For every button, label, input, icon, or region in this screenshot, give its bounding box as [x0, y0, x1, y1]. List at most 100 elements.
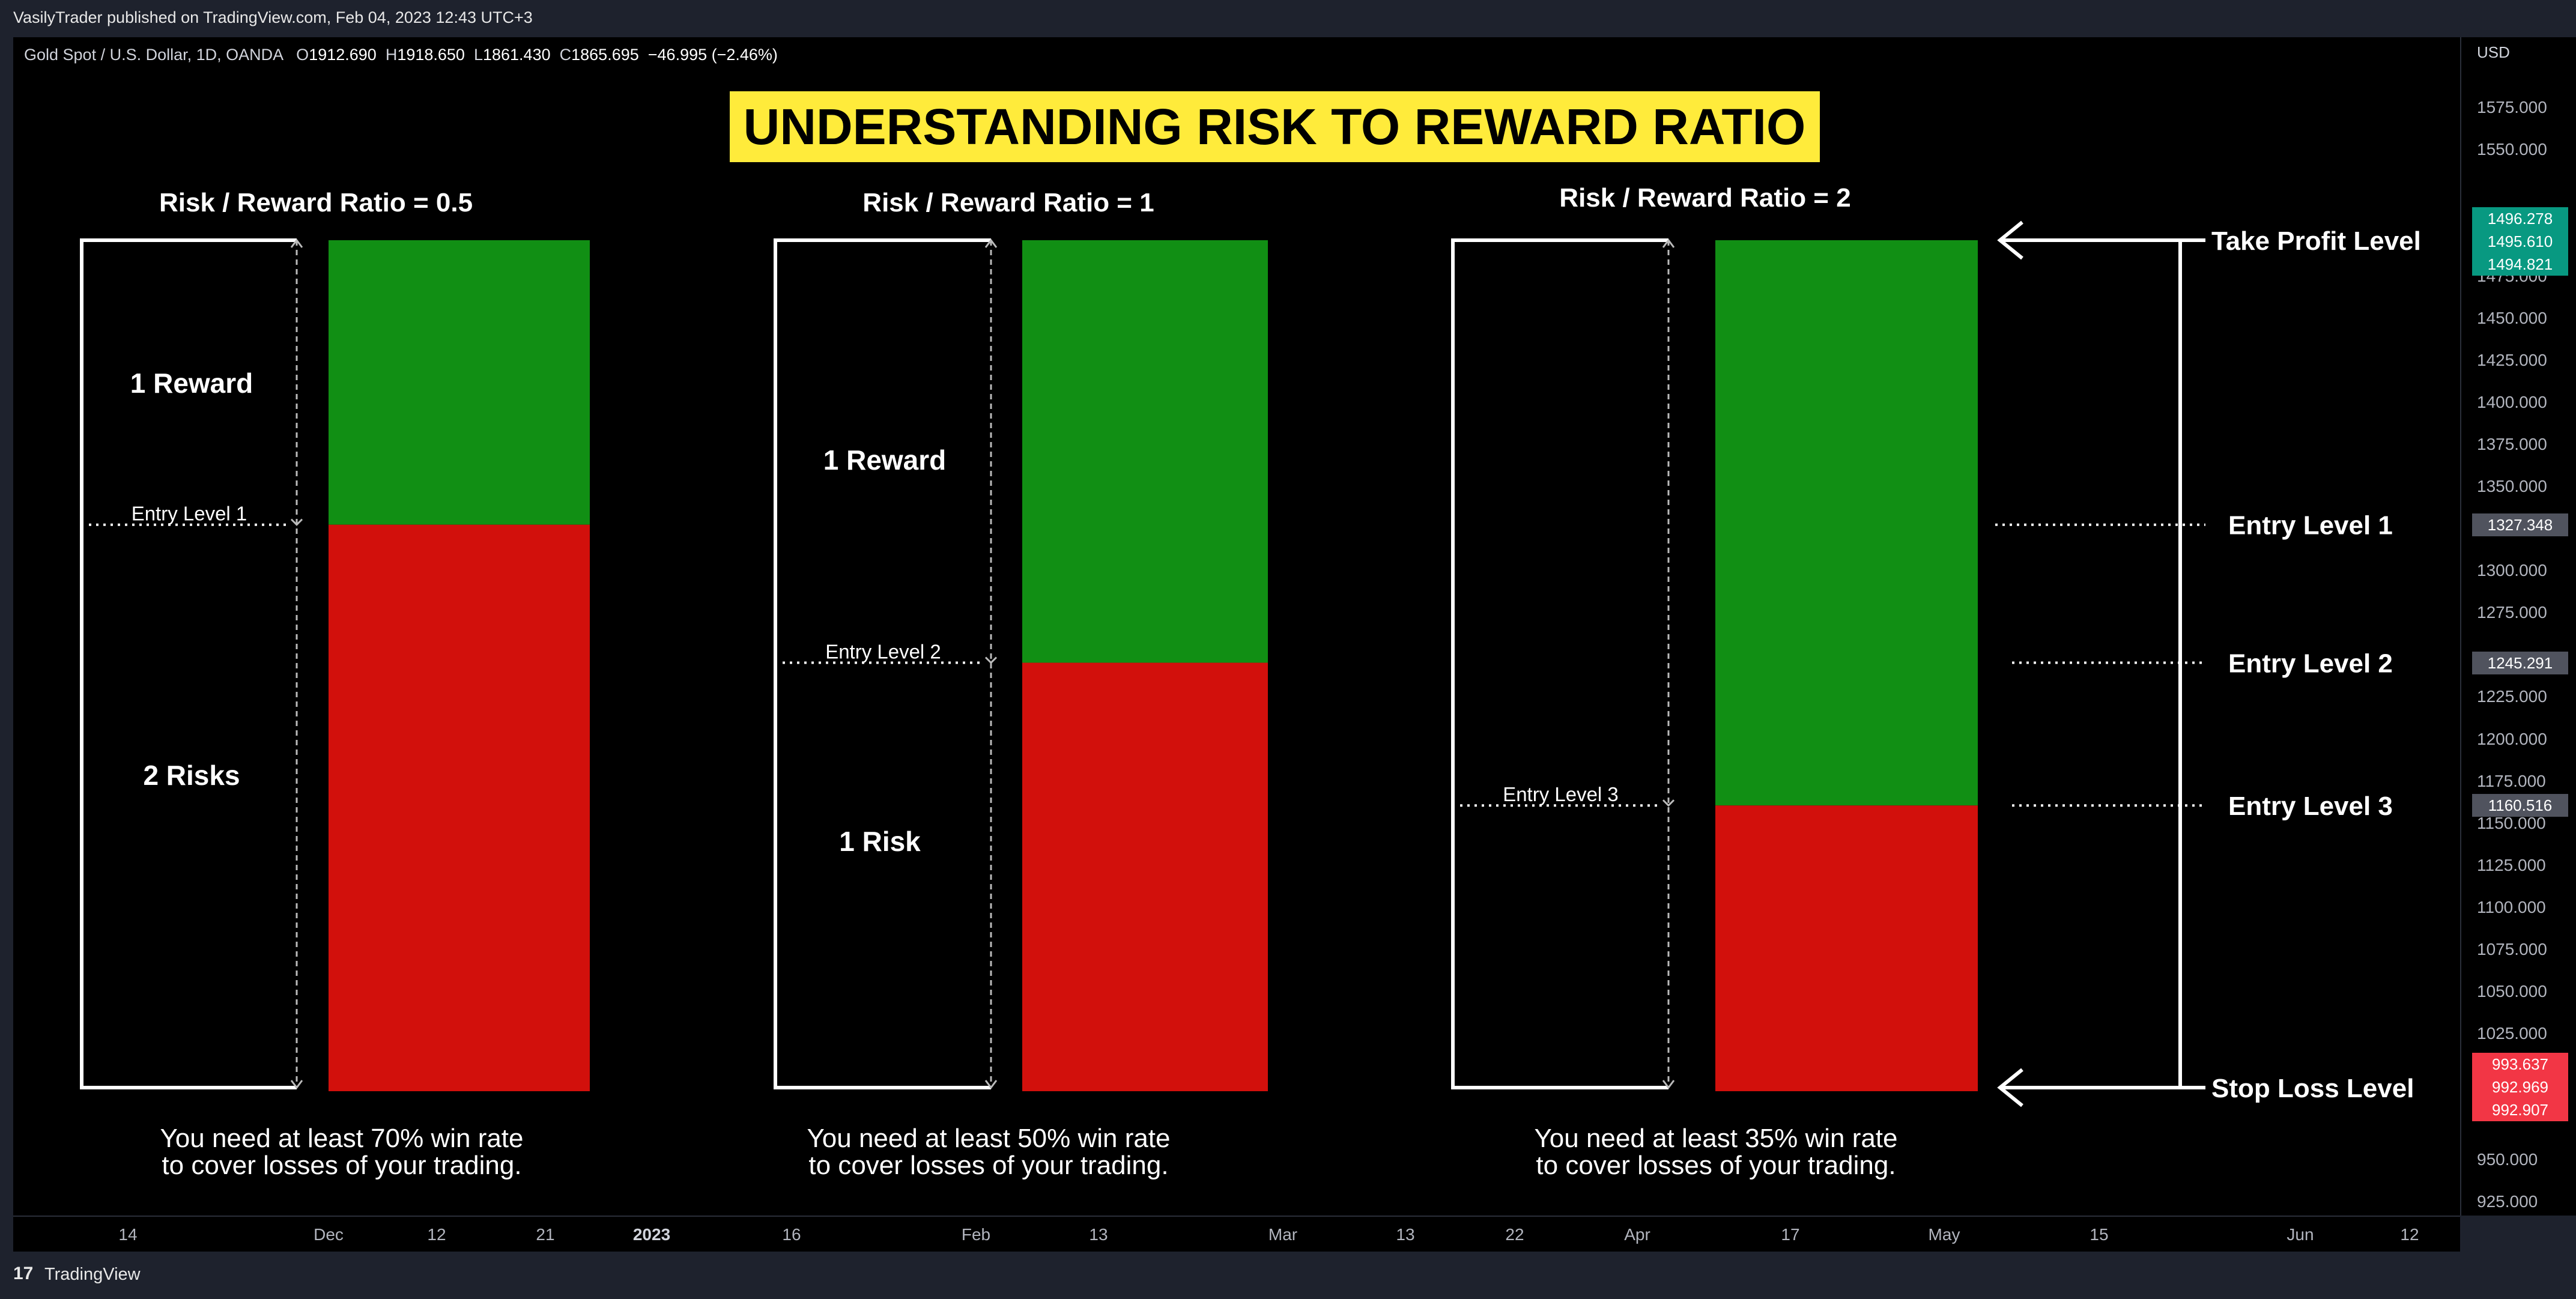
- chart-area[interactable]: UNDERSTANDING RISK TO REWARD RATIO Risk /…: [13, 37, 2460, 1216]
- panel-heading-1: Risk / Reward Ratio = 0.5: [159, 188, 473, 217]
- stop-loss-arrow-icon: [1997, 1068, 2023, 1107]
- price-tick: 1375.000: [2477, 434, 2547, 453]
- price-tick: 1550.000: [2477, 140, 2547, 159]
- price-tick: 1175.000: [2477, 771, 2546, 790]
- stop-loss-label: Stop Loss Level: [2211, 1074, 2414, 1103]
- note-line2-2: to cover losses of your trading.: [808, 1151, 1168, 1180]
- take-profit-label: Take Profit Level: [2211, 226, 2421, 256]
- close-value: 1865.695: [571, 46, 639, 64]
- price-badge: 1327.348: [2472, 513, 2568, 536]
- entry-arrow-1: [290, 518, 303, 526]
- price-tick: 1275.000: [2477, 603, 2547, 622]
- time-tick: May: [1928, 1225, 1960, 1244]
- time-tick: 14: [118, 1225, 138, 1244]
- time-tick: Dec: [314, 1225, 344, 1244]
- price-tick: 950.000: [2477, 1150, 2538, 1169]
- price-badge: 1245.291: [2472, 651, 2568, 674]
- price-badge: 1495.610: [2472, 229, 2568, 253]
- currency-label: USD: [2477, 43, 2510, 61]
- publish-info: VasilyTrader published on TradingView.co…: [13, 8, 533, 26]
- time-tick: 13: [1396, 1225, 1415, 1244]
- price-tick: 1400.000: [2477, 392, 2547, 411]
- price-tick: 1575.000: [2477, 98, 2547, 117]
- time-tick: Jun: [2287, 1225, 2314, 1244]
- change-value: −46.995 (−2.46%): [647, 46, 778, 64]
- measure-arrow-top-2: [984, 238, 998, 248]
- time-tick: 22: [1505, 1225, 1524, 1244]
- reward-bar-1: [329, 240, 590, 525]
- measure-arrow-bottom-2: [984, 1080, 998, 1089]
- chart-canvas: UNDERSTANDING RISK TO REWARD RATIO Risk /…: [80, 91, 2421, 1180]
- price-badge: 992.969: [2472, 1076, 2568, 1099]
- bracket-box-1: [80, 238, 297, 1089]
- note-line1-1: You need at least 70% win rate: [160, 1124, 523, 1153]
- risk-bar-2: [1022, 662, 1268, 1091]
- entry-label-2: Entry Level 2: [825, 641, 941, 663]
- panel-heading-2: Risk / Reward Ratio = 1: [862, 188, 1154, 217]
- time-tick: 2023: [632, 1225, 671, 1244]
- measure-arrow-top-1: [290, 238, 303, 248]
- reward-label-1: 1 Reward: [130, 368, 253, 399]
- measure-arrow-bottom-3: [1662, 1080, 1675, 1089]
- price-tick: 1200.000: [2477, 729, 2547, 748]
- note-line1-3: You need at least 35% win rate: [1534, 1124, 1897, 1153]
- low-value: 1861.430: [482, 46, 551, 64]
- brand-name: TradingView: [44, 1265, 141, 1284]
- time-tick: Mar: [1268, 1225, 1298, 1244]
- time-tick: 21: [536, 1225, 555, 1244]
- reward-label-2: 1 Reward: [823, 444, 947, 476]
- title-banner: [730, 91, 1820, 162]
- price-tick: 925.000: [2477, 1192, 2538, 1211]
- price-badge: 1494.821: [2472, 252, 2568, 276]
- note-line2-1: to cover losses of your trading.: [162, 1151, 521, 1180]
- take-profit-arrow-icon: [1997, 220, 2023, 260]
- risk-bar-1: [329, 524, 590, 1091]
- price-badge: 1496.278: [2472, 207, 2568, 230]
- time-scale[interactable]: 14 Dec 12 21 2023 16 Feb 13 Mar 13 22 Apr 17 May 15 Jun…: [13, 1216, 2460, 1253]
- legend-entry-label-3: Entry Level 3: [2228, 792, 2393, 821]
- price-tick: 1225.000: [2477, 687, 2547, 706]
- measure-arrow-top-3: [1662, 238, 1675, 248]
- price-tick: 1350.000: [2477, 477, 2547, 496]
- price-tick: 1025.000: [2477, 1024, 2547, 1043]
- risk-label-2: 1 Risk: [839, 826, 921, 857]
- price-badge: 993.637: [2472, 1053, 2568, 1076]
- price-tick: 1125.000: [2477, 855, 2546, 874]
- price-scale[interactable]: USD 1575.0001550.0001500.0001475.0001450…: [2460, 37, 2576, 1216]
- note-line2-3: to cover losses of your trading.: [1536, 1151, 1896, 1180]
- reward-bar-3: [1715, 240, 1978, 806]
- open-value: 1912.690: [309, 46, 377, 64]
- entry-arrow-2: [984, 656, 998, 664]
- measure-arrow-bottom-1: [290, 1080, 303, 1089]
- reward-bar-2: [1022, 240, 1268, 663]
- risk-label-1: 2 Risks: [143, 760, 240, 791]
- time-tick: Feb: [961, 1225, 991, 1244]
- tradingview-logo-icon: 17: [13, 1264, 34, 1283]
- high-value: 1918.650: [397, 46, 465, 64]
- time-tick: 17: [1781, 1225, 1800, 1244]
- price-tick: 1075.000: [2477, 939, 2547, 958]
- bracket-box-3: [1451, 238, 1668, 1089]
- entry-arrow-3: [1662, 799, 1675, 807]
- price-badge: 992.907: [2472, 1098, 2568, 1122]
- chart-title: UNDERSTANDING RISK TO REWARD RATIO: [744, 98, 1806, 155]
- bracket-box-2: [774, 238, 991, 1089]
- risk-bar-3: [1715, 805, 1978, 1091]
- legend-entry-label-1: Entry Level 1: [2228, 511, 2393, 540]
- price-tick: 1450.000: [2477, 308, 2547, 327]
- price-tick: 1300.000: [2477, 561, 2547, 580]
- price-badge: 1160.516: [2472, 794, 2568, 817]
- legend-entry-label-2: Entry Level 2: [2228, 649, 2393, 679]
- time-tick: 13: [1089, 1225, 1108, 1244]
- time-tick: 12: [427, 1225, 446, 1244]
- price-tick: 1425.000: [2477, 350, 2547, 369]
- price-tick: 1050.000: [2477, 981, 2547, 1001]
- publish-bar: VasilyTrader published on TradingView.co…: [0, 0, 2576, 37]
- entry-label-1: Entry Level 1: [132, 503, 247, 525]
- ohlc-legend: Gold Spot / U.S. Dollar, 1D, OANDA O1912…: [24, 46, 778, 64]
- time-tick: Apr: [1624, 1225, 1650, 1244]
- time-tick: 15: [2090, 1225, 2109, 1244]
- note-line1-2: You need at least 50% win rate: [807, 1124, 1170, 1153]
- symbol-name: Gold Spot / U.S. Dollar, 1D, OANDA: [24, 46, 283, 64]
- entry-label-3: Entry Level 3: [1503, 783, 1619, 805]
